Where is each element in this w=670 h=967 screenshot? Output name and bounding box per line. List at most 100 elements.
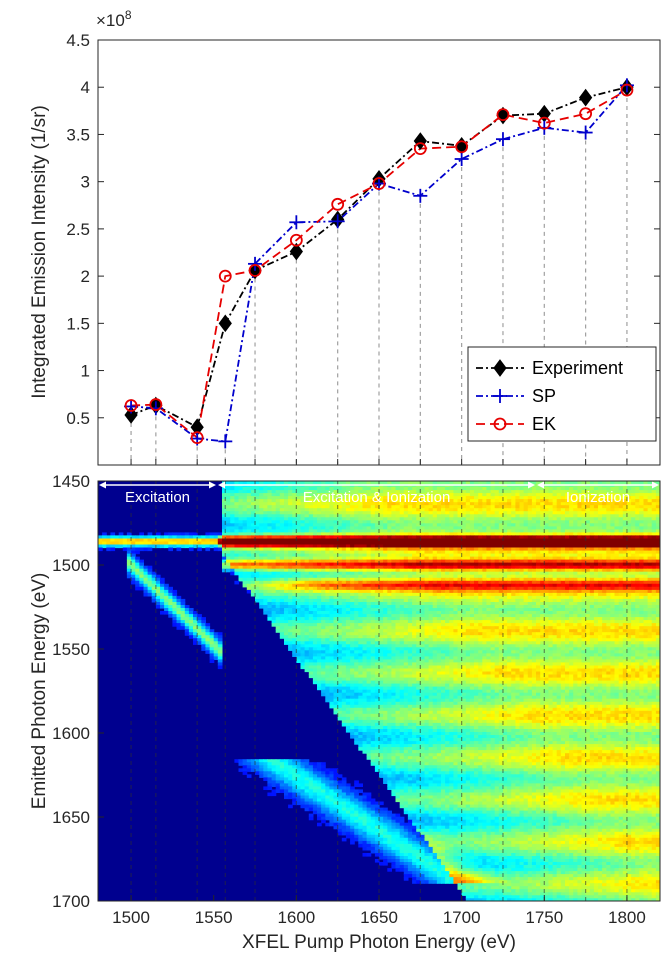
heatmap-cell [626,517,632,521]
heatmap-cell [573,493,578,497]
heatmap-cell [503,544,508,549]
heatmap-cell [259,562,264,567]
heatmap-cell [267,598,273,603]
heatmap-cell [618,487,624,491]
heatmap-cell [304,517,310,521]
heatmap-cell [238,517,244,521]
heatmap-cell [651,535,657,539]
heatmap-cell [548,535,554,539]
heatmap-cell [350,598,355,603]
heatmap-cell [366,550,372,555]
heatmap-cell [548,574,554,579]
heatmap-cell [292,508,297,512]
heatmap-cell [482,517,487,521]
heatmap-cell [507,586,512,591]
heatmap-cell [593,532,599,536]
heatmap-cell [184,541,190,546]
heatmap-cell [593,611,599,615]
heatmap-cell [416,484,421,488]
heatmap-cell [345,481,351,485]
heatmap-cell [259,481,264,485]
heatmap-cell [573,586,578,591]
heatmap-cell [474,550,479,555]
heatmap-cell [321,493,326,497]
heatmap-cell [527,529,533,533]
heatmap-cell [242,511,248,515]
heatmap-cell [325,562,330,567]
heatmap-cell [288,538,293,543]
heatmap-cell [242,541,248,546]
heatmap-cell [255,562,260,567]
heatmap-cell [655,517,660,521]
data-point-sp [218,434,233,449]
heatmap-cell [362,496,368,500]
heatmap-cell [436,499,442,503]
heatmap-cell [341,496,347,500]
heatmap-cell [593,547,599,552]
heatmap-cell [176,538,182,543]
heatmap-cell [531,538,537,543]
heatmap-cell [325,553,330,558]
heatmap-cell [490,544,496,549]
heatmap-cell [366,484,372,488]
heatmap-cell [523,611,529,615]
heatmap-cell [374,481,380,485]
heatmap-cell [379,490,384,494]
heatmap-cell [519,517,525,521]
heatmap-cell [284,541,289,546]
heatmap-cell [602,535,607,539]
heatmap-cell [337,505,343,509]
heatmap-cell [143,586,149,591]
heatmap-cell [432,496,438,500]
heatmap-cell [362,556,368,561]
heatmap-cell [412,544,417,549]
heatmap-cell [655,499,660,503]
heatmap-cell [420,526,425,530]
heatmap-cell [279,562,285,567]
heatmap-cell [655,529,660,533]
heatmap-cell [589,487,595,491]
heatmap-cell [341,532,347,536]
heatmap-cell [197,535,202,539]
heatmap-cell [478,544,483,549]
heatmap-cell [238,502,244,506]
heatmap-cell [441,508,446,512]
heatmap-cell [610,611,616,615]
top-y-tick-label: 1 [81,362,90,381]
heatmap-cell [639,550,644,555]
heatmap-cell [395,562,401,567]
heatmap-cell [354,490,359,494]
heatmap-cell [560,547,566,552]
heatmap-cell [469,502,475,506]
heatmap-cell [407,481,413,485]
heatmap-cell [358,505,363,509]
heatmap-cell [610,553,616,558]
heatmap-cell [618,611,624,615]
heatmap-cell [271,520,277,524]
heatmap-cell [304,574,310,579]
heatmap-cell [486,556,492,561]
heatmap-cell [474,611,479,615]
heatmap-cell [325,550,330,555]
heatmap-cell [164,532,169,536]
heatmap-cell [519,574,525,579]
heatmap-cell [556,517,562,521]
heatmap-cell [548,556,554,561]
heatmap-cell [407,520,413,524]
heatmap-cell [494,496,500,500]
heatmap-cell [445,514,450,518]
heatmap-cell [626,508,632,512]
heatmap-cell [333,493,339,497]
heatmap-cell [478,538,483,543]
heatmap-cell [341,547,347,552]
heatmap-cell [259,547,264,552]
heatmap-cell [246,493,252,497]
heatmap-cell [403,565,409,570]
heatmap-cell [205,541,211,546]
heatmap-cell [325,514,330,518]
heatmap-cell [498,481,504,485]
heatmap-cell [565,559,570,564]
heatmap-cell [536,556,541,561]
heatmap-cell [250,556,256,561]
heatmap-cell [565,532,570,536]
